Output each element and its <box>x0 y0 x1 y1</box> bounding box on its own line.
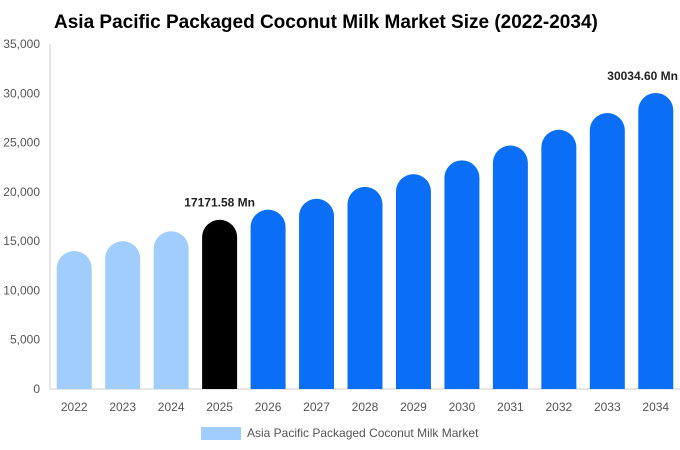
x-tick-label: 2024 <box>158 400 185 414</box>
bar-2028[interactable] <box>347 186 383 389</box>
x-tick-label: 2029 <box>400 400 427 414</box>
bar-2025[interactable] <box>202 219 238 389</box>
bar-2026[interactable] <box>250 209 286 389</box>
y-tick-label: 30,000 <box>3 86 40 100</box>
bar-2032[interactable] <box>541 129 577 389</box>
bar-2034[interactable] <box>638 92 674 390</box>
x-tick-label: 2028 <box>352 400 379 414</box>
bar-2029[interactable] <box>395 174 431 389</box>
x-tick-label: 2022 <box>61 400 88 414</box>
y-tick-label: 0 <box>33 382 40 396</box>
y-tick-label: 10,000 <box>3 283 40 297</box>
legend-swatch[interactable] <box>201 427 241 440</box>
bar-2024[interactable] <box>153 231 189 389</box>
y-tick-label: 35,000 <box>3 37 40 51</box>
y-axis: 0 5,000 10,000 15,000 20,000 25,000 30,000 35,0… <box>3 37 51 396</box>
legend[interactable]: Asia Pacific Packaged Coconut Milk Marke… <box>201 426 479 440</box>
x-tick-label: 2023 <box>109 400 136 414</box>
x-axis: 2022 2023 2024 2025 2026 2027 2028 2029 2030 2031… <box>50 388 680 414</box>
data-labels-group: 17171.58 Mn 30034.60 Mn <box>184 69 678 210</box>
y-tick-label: 25,000 <box>3 136 40 150</box>
data-label-2025: 17171.58 Mn <box>184 196 255 210</box>
legend-label[interactable]: Asia Pacific Packaged Coconut Milk Marke… <box>247 426 479 440</box>
y-tick-label: 15,000 <box>3 234 40 248</box>
x-tick-label: 2025 <box>206 400 233 414</box>
bars-group <box>56 92 674 390</box>
bar-2030[interactable] <box>444 160 480 389</box>
y-tick-label: 5,000 <box>10 333 40 347</box>
bar-2023[interactable] <box>105 241 141 389</box>
x-tick-label: 2033 <box>594 400 621 414</box>
x-tick-label: 2027 <box>303 400 330 414</box>
x-tick-label: 2030 <box>449 400 476 414</box>
x-tick-label: 2034 <box>642 400 669 414</box>
x-tick-label: 2031 <box>497 400 524 414</box>
data-label-2034: 30034.60 Mn <box>607 69 678 83</box>
bar-2027[interactable] <box>299 198 335 389</box>
bar-2022[interactable] <box>56 251 92 389</box>
x-tick-label: 2026 <box>255 400 282 414</box>
bar-2033[interactable] <box>589 113 625 389</box>
x-tick-label: 2032 <box>545 400 572 414</box>
y-tick-label: 20,000 <box>3 185 40 199</box>
chart-title: Asia Pacific Packaged Coconut Milk Marke… <box>54 12 598 33</box>
bar-2031[interactable] <box>492 145 528 389</box>
